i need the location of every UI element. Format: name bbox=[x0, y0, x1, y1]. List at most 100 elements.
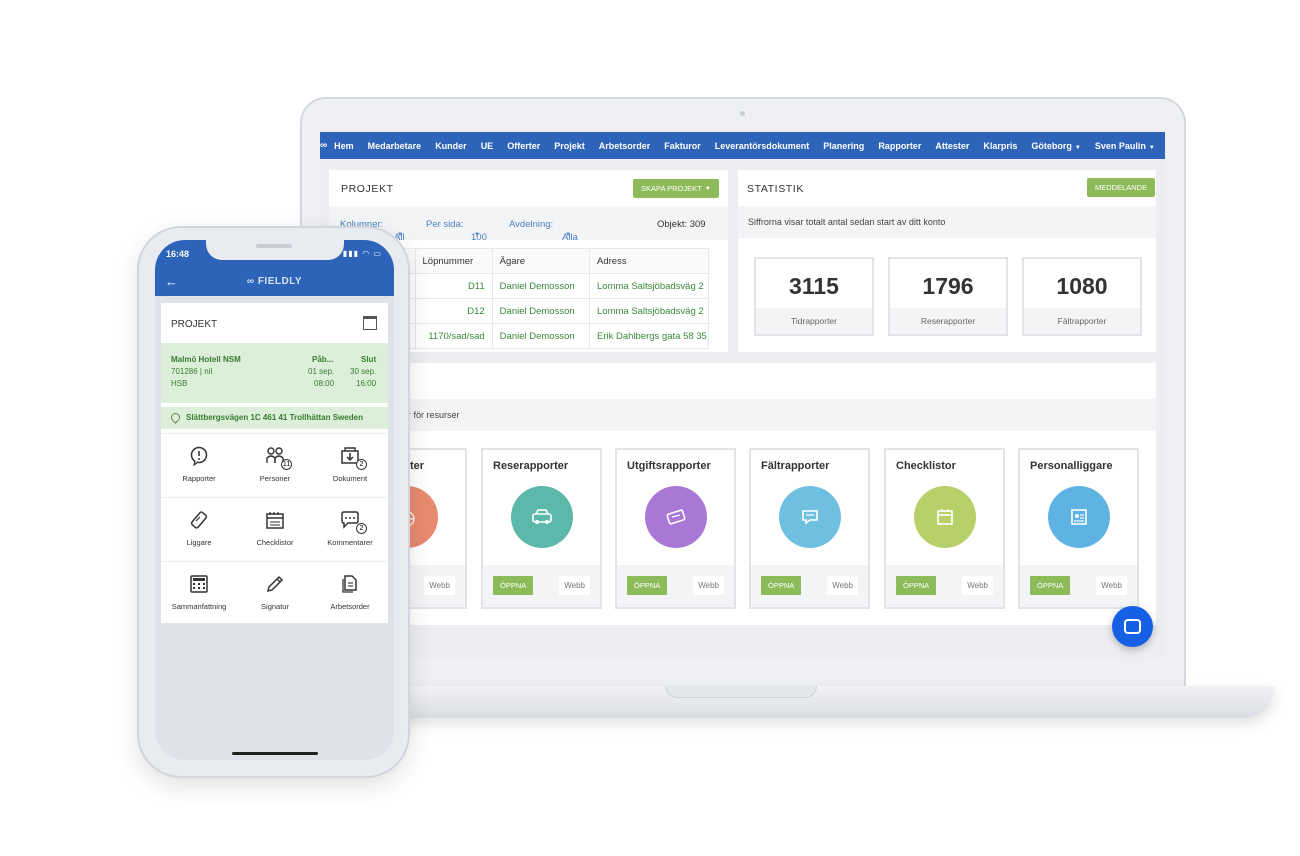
nav-attester[interactable]: Attester bbox=[935, 140, 970, 151]
laptop-screen: ∞ Hem Medarbetare Kunder UE Offerter Pro… bbox=[320, 132, 1165, 660]
nav-rapporter[interactable]: Rapporter bbox=[878, 140, 922, 151]
stat-value: 1080 bbox=[1056, 273, 1108, 299]
action-signatur[interactable]: Signatur bbox=[237, 562, 313, 623]
webb-button[interactable]: Webb bbox=[424, 576, 455, 595]
chevron-down-icon: ▼ bbox=[704, 185, 711, 192]
workorder-icon bbox=[340, 574, 360, 594]
laptop-notch bbox=[665, 686, 817, 698]
table-cell-adress[interactable]: Lomma Saltsjöbadsväg 2 bbox=[589, 298, 709, 324]
top-navigation: ∞ Hem Medarbetare Kunder UE Offerter Pro… bbox=[320, 132, 1165, 159]
table-header-adress[interactable]: Adress bbox=[589, 248, 709, 274]
nav-medarbetare[interactable]: Medarbetare bbox=[367, 140, 422, 151]
mobile-project-card: PROJEKT Malmö Hotell NSM 701286 | nil HS… bbox=[161, 303, 388, 623]
action-sammanfattning[interactable]: Sammanfattning bbox=[161, 562, 237, 623]
chevron-down-icon: ▼ bbox=[474, 232, 480, 238]
table-cell-agare[interactable]: Daniel Demosson bbox=[492, 323, 591, 349]
project-address[interactable]: Slättbergsvägen 1C 461 41 Trollhättan Sw… bbox=[161, 407, 388, 429]
action-label: Kommentarer bbox=[327, 538, 373, 547]
action-label: Liggare bbox=[186, 538, 212, 547]
resource-card-title: ter bbox=[410, 460, 425, 472]
table-header-agare[interactable]: Ägare bbox=[492, 248, 591, 274]
skapa-projekt-button[interactable]: SKAPA PROJEKT ▼ bbox=[633, 179, 719, 198]
action-rapporter[interactable]: Rapporter bbox=[161, 434, 237, 498]
phone-screen: 16:48 ▮▮▮ ◠ ▭ ← ∞ FIELDLY PROJEKT Malmö … bbox=[155, 240, 394, 760]
chevron-down-icon: ▼ bbox=[1148, 144, 1155, 151]
resource-card-title: Fältrapporter bbox=[761, 460, 830, 472]
resource-card-title: Reserapporter bbox=[493, 460, 569, 472]
meddelande-button[interactable]: MEDDELANDE bbox=[1087, 178, 1156, 197]
resource-card-reserapporter: Reserapporter ÖPPNA Webb bbox=[481, 448, 602, 609]
project-info[interactable]: Malmö Hotell NSM 701286 | nil HSB Påb...… bbox=[161, 343, 388, 403]
table-cell-adress[interactable]: Lomma Saltsjöbadsväg 2 bbox=[589, 273, 709, 299]
action-label: Dokument bbox=[332, 474, 368, 483]
action-kommentarer[interactable]: 2 Kommentarer bbox=[312, 498, 388, 562]
webb-button[interactable]: Webb bbox=[827, 576, 858, 595]
chevron-down-icon: ▼ bbox=[1074, 144, 1081, 151]
location-dropdown[interactable]: Göteborg ▼ bbox=[1031, 140, 1081, 151]
count-badge: 11 bbox=[281, 459, 292, 470]
table-cell-agare[interactable]: Daniel Demosson bbox=[492, 273, 591, 299]
action-label: Checklistor bbox=[256, 538, 294, 547]
resource-card-personalliggare: Personalliggare ÖPPNA Webb bbox=[1018, 448, 1139, 609]
table-cell-lopnummer[interactable]: D11 bbox=[415, 273, 493, 299]
action-dokument[interactable]: 2 Dokument bbox=[312, 434, 388, 498]
webb-button[interactable]: Webb bbox=[693, 576, 724, 595]
action-personer[interactable]: 11 Personer bbox=[237, 434, 313, 498]
nav-ue[interactable]: UE bbox=[480, 140, 494, 151]
action-checklistor[interactable]: Checklistor bbox=[237, 498, 313, 562]
end-label: Slut bbox=[361, 355, 377, 364]
user-menu[interactable]: Sven Paulin ▼ bbox=[1094, 140, 1155, 151]
resource-card-utgiftsrapporter: Utgiftsrapporter ÖPPNA Webb bbox=[615, 448, 736, 609]
back-arrow-icon[interactable]: ← bbox=[165, 274, 178, 289]
stat-label: Fältrapporter bbox=[1024, 308, 1140, 334]
action-label: Personer bbox=[259, 474, 291, 483]
end-time: 16:00 bbox=[356, 379, 377, 388]
nav-projekt[interactable]: Projekt bbox=[554, 140, 585, 151]
calendar-icon[interactable] bbox=[363, 316, 377, 330]
action-label: Signatur bbox=[261, 602, 289, 611]
webb-button[interactable]: Webb bbox=[559, 576, 590, 595]
action-arbetsorder[interactable]: Arbetsorder bbox=[312, 562, 388, 623]
oppna-button[interactable]: ÖPPNA bbox=[493, 576, 534, 595]
calculator-icon bbox=[189, 574, 209, 594]
oppna-button[interactable]: ÖPPNA bbox=[761, 576, 802, 595]
laptop-camera bbox=[740, 111, 745, 116]
webb-button[interactable]: Webb bbox=[1096, 576, 1127, 595]
support-chat-button[interactable] bbox=[1112, 606, 1153, 647]
table-cell-agare[interactable]: Daniel Demosson bbox=[492, 298, 591, 324]
ligg-icon bbox=[189, 510, 209, 530]
nav-planering[interactable]: Planering bbox=[823, 140, 865, 151]
project-number: 701286 | nil bbox=[171, 367, 213, 376]
statistik-title: STATISTIK bbox=[747, 183, 804, 195]
webb-button[interactable]: Webb bbox=[962, 576, 993, 595]
table-cell-lopnummer[interactable]: D12 bbox=[415, 298, 493, 324]
nav-klarpris[interactable]: Klarpris bbox=[983, 140, 1018, 151]
home-indicator[interactable] bbox=[232, 752, 318, 755]
nav-arbetsorder[interactable]: Arbetsorder bbox=[598, 140, 651, 151]
nav-offerter[interactable]: Offerter bbox=[507, 140, 541, 151]
calendar-icon bbox=[914, 486, 976, 548]
action-row: Sammanfattning Signatur Arbetsorder bbox=[161, 561, 388, 623]
oppna-button[interactable]: ÖPPNA bbox=[627, 576, 668, 595]
action-liggare[interactable]: Liggare bbox=[161, 498, 237, 562]
chevron-down-icon: ▼ bbox=[397, 232, 403, 238]
count-badge: 2 bbox=[356, 459, 367, 470]
nav-fakturor[interactable]: Fakturor bbox=[664, 140, 701, 151]
phone-speaker bbox=[256, 244, 292, 248]
fieldly-logo-icon[interactable]: ∞ bbox=[320, 140, 328, 151]
oppna-button[interactable]: ÖPPNA bbox=[1030, 576, 1071, 595]
nav-hem[interactable]: Hem bbox=[334, 140, 354, 151]
table-cell-lopnummer[interactable]: 1170/sad/sad bbox=[415, 323, 493, 349]
ticket-icon bbox=[645, 486, 707, 548]
action-label: Rapporter bbox=[182, 474, 216, 483]
resource-card-footer: ÖPPNA Webb bbox=[483, 565, 600, 607]
nav-kunder[interactable]: Kunder bbox=[435, 140, 467, 151]
comments-icon bbox=[340, 510, 360, 530]
table-header-lopnummer[interactable]: Löpnummer bbox=[415, 248, 493, 274]
oppna-button[interactable]: ÖPPNA bbox=[896, 576, 937, 595]
chat-icon bbox=[779, 486, 841, 548]
stat-box-faltrapporter: 1080 Fältrapporter bbox=[1022, 257, 1142, 336]
nav-leverantorsdokument[interactable]: Leverantörsdokument bbox=[714, 140, 810, 151]
table-cell-adress[interactable]: Erik Dahlbergs gata 58 35 bbox=[589, 323, 709, 349]
